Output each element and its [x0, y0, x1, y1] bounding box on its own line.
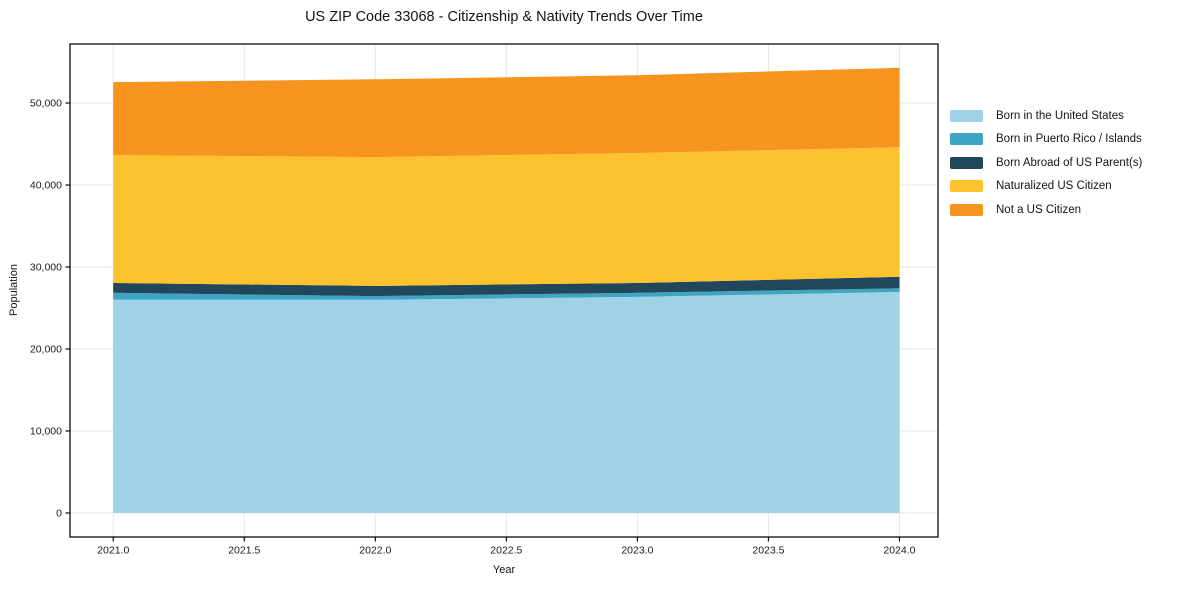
x-tick-label: 2022.5	[490, 545, 522, 557]
legend-label: Naturalized US Citizen	[996, 180, 1112, 193]
x-tick-label: 2022.0	[359, 545, 391, 557]
plot-border	[69, 43, 939, 538]
y-tick-label: 50,000	[30, 98, 62, 110]
y-tick-label: 30,000	[30, 262, 62, 274]
legend-swatch-born-in-the-united-states	[950, 109, 983, 122]
legend: Born in the United States Born in Puerto …	[950, 104, 1142, 222]
legend-swatch-born-abroad-of-us-parent-s	[950, 156, 983, 169]
x-tick-label: 2024.0	[883, 545, 915, 557]
chart-title: US ZIP Code 33068 - Citizenship & Nativi…	[305, 9, 703, 25]
legend-item-not-a-us-citizen: Not a US Citizen	[950, 198, 1142, 222]
y-tick-label: 20,000	[30, 343, 62, 355]
legend-swatch-naturalized-us-citizen	[950, 180, 983, 193]
x-tick-label: 2021.0	[97, 545, 129, 557]
legend-label: Born in Puerto Rico / Islands	[996, 133, 1142, 146]
area-born-in-puerto-rico-islands	[113, 288, 900, 300]
area-not-a-us-citizen	[113, 67, 900, 158]
x-axis-label: Year	[492, 564, 516, 576]
legend-item-born-abroad-of-us-parent-s: Born Abroad of US Parent(s)	[950, 151, 1142, 175]
area-born-in-the-united-states	[113, 292, 900, 513]
y-tick-label: 10,000	[30, 425, 62, 437]
y-tick-label: 40,000	[30, 180, 62, 192]
legend-label: Born Abroad of US Parent(s)	[996, 156, 1143, 169]
area-naturalized-us-citizen	[113, 147, 900, 286]
legend-label: Born in the United States	[996, 109, 1124, 122]
legend-swatch-born-in-puerto-rico-islands	[950, 133, 983, 146]
x-tick-label: 2023.0	[621, 545, 653, 557]
x-tick-label: 2023.5	[752, 545, 784, 557]
x-tick-label: 2021.5	[228, 545, 260, 557]
y-tick-label: 0	[56, 507, 62, 519]
legend-item-naturalized-us-citizen: Naturalized US Citizen	[950, 175, 1142, 199]
legend-swatch-not-a-us-citizen	[950, 203, 983, 216]
legend-label: Not a US Citizen	[996, 203, 1082, 216]
y-axis-label: Population	[8, 264, 20, 316]
legend-item-born-in-puerto-rico-islands: Born in Puerto Rico / Islands	[950, 128, 1142, 152]
area-born-abroad-of-us-parent-s	[113, 276, 900, 297]
legend-item-born-in-the-united-states: Born in the United States	[950, 104, 1142, 128]
